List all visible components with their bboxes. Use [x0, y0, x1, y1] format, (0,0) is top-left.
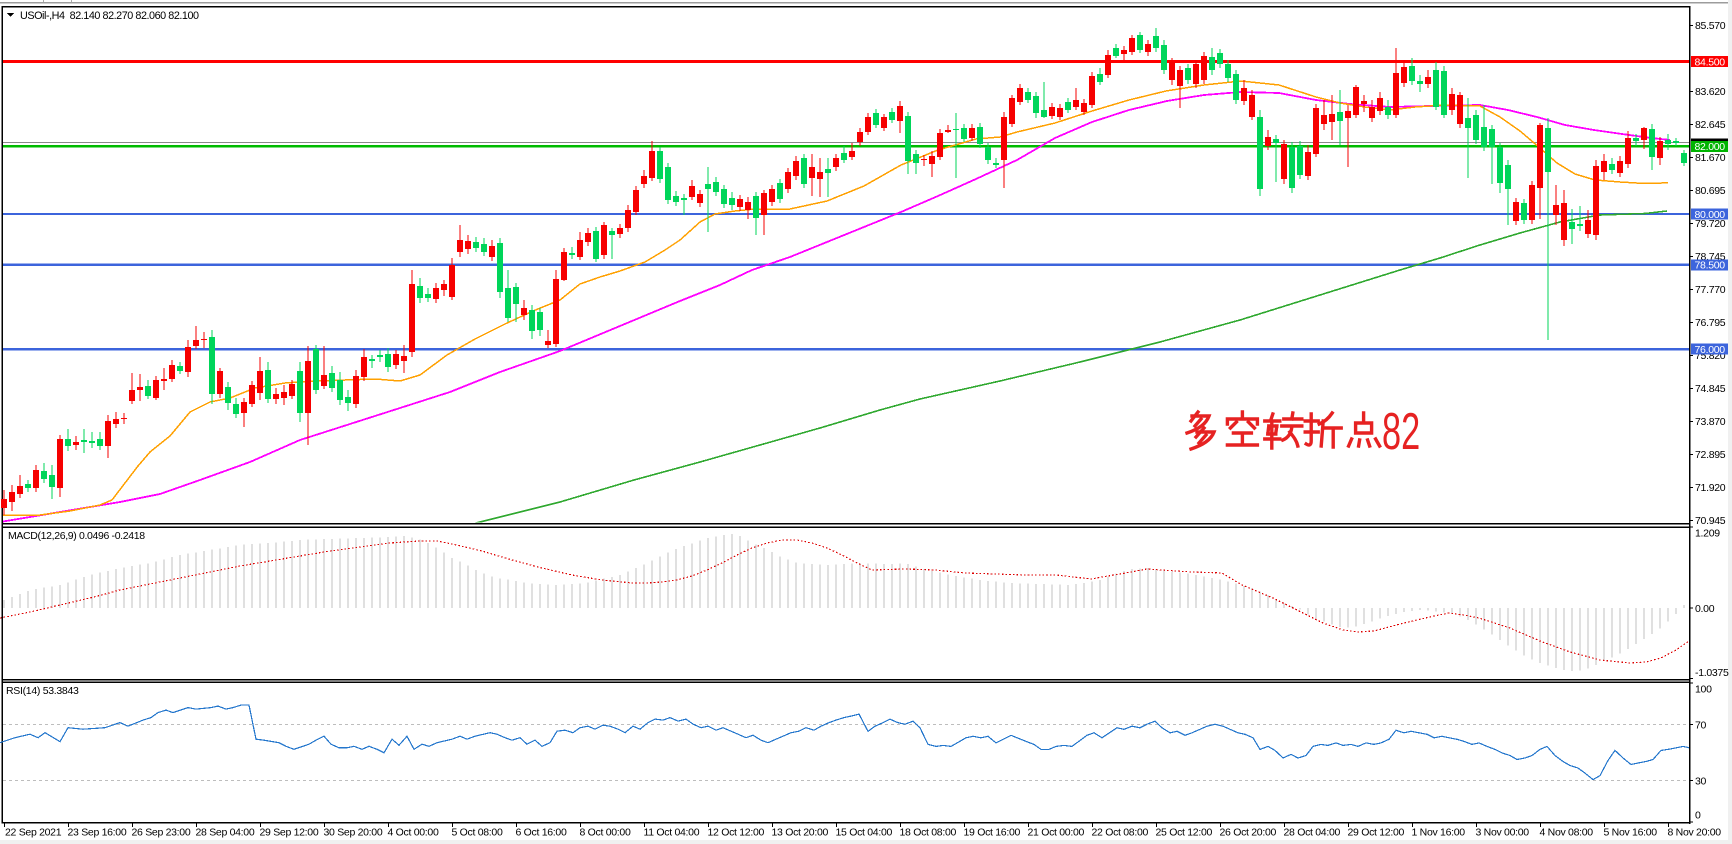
svg-text:26 Sep 23:00: 26 Sep 23:00	[132, 827, 191, 839]
svg-text:30: 30	[1695, 775, 1707, 787]
svg-text:29 Sep 12:00: 29 Sep 12:00	[260, 827, 319, 839]
svg-text:5 Oct 08:00: 5 Oct 08:00	[452, 827, 503, 839]
svg-text:84.500: 84.500	[1695, 56, 1726, 68]
svg-text:28 Sep 04:00: 28 Sep 04:00	[196, 827, 255, 839]
svg-text:23 Sep 16:00: 23 Sep 16:00	[68, 827, 127, 839]
svg-text:0.00: 0.00	[1695, 603, 1715, 615]
svg-text:73.870: 73.870	[1695, 416, 1726, 428]
svg-text:8 Oct 00:00: 8 Oct 00:00	[580, 827, 631, 839]
svg-text:83.620: 83.620	[1695, 86, 1726, 98]
svg-text:13 Oct 20:00: 13 Oct 20:00	[772, 827, 829, 839]
svg-text:3 Nov 00:00: 3 Nov 00:00	[1476, 827, 1530, 839]
svg-text:70: 70	[1695, 720, 1707, 732]
svg-text:5 Nov 16:00: 5 Nov 16:00	[1604, 827, 1658, 839]
svg-text:USOil-,H4 82.140 82.270 82.06: USOil-,H4 82.140 82.270 82.060 82.100	[20, 10, 199, 22]
svg-text:100: 100	[1695, 684, 1712, 696]
svg-text:74.845: 74.845	[1695, 383, 1726, 395]
svg-text:15 Oct 04:00: 15 Oct 04:00	[836, 827, 893, 839]
svg-text:6 Oct 16:00: 6 Oct 16:00	[516, 827, 567, 839]
svg-text:-1.0375: -1.0375	[1695, 667, 1729, 679]
svg-text:1.209: 1.209	[1695, 527, 1720, 539]
svg-text:26 Oct 20:00: 26 Oct 20:00	[1220, 827, 1277, 839]
svg-text:77.770: 77.770	[1695, 284, 1726, 296]
svg-text:71.920: 71.920	[1695, 482, 1726, 494]
svg-text:4 Oct 00:00: 4 Oct 00:00	[388, 827, 439, 839]
svg-text:30 Sep 20:00: 30 Sep 20:00	[324, 827, 383, 839]
svg-text:19 Oct 16:00: 19 Oct 16:00	[964, 827, 1021, 839]
svg-text:28 Oct 04:00: 28 Oct 04:00	[1284, 827, 1341, 839]
svg-text:70.945: 70.945	[1695, 515, 1726, 527]
svg-text:72.895: 72.895	[1695, 449, 1726, 461]
svg-text:4 Nov 08:00: 4 Nov 08:00	[1540, 827, 1594, 839]
svg-text:8 Nov 20:00: 8 Nov 20:00	[1668, 827, 1722, 839]
svg-text:80.000: 80.000	[1695, 209, 1726, 221]
svg-text:85.570: 85.570	[1695, 20, 1726, 32]
svg-text:22 Oct 08:00: 22 Oct 08:00	[1092, 827, 1149, 839]
svg-text:80.695: 80.695	[1695, 185, 1726, 197]
svg-text:MACD(12,26,9) 0.0496 -0.2418: MACD(12,26,9) 0.0496 -0.2418	[8, 530, 145, 542]
svg-text:1 Nov 16:00: 1 Nov 16:00	[1412, 827, 1466, 839]
svg-text:82.000: 82.000	[1695, 141, 1726, 153]
svg-text:21 Oct 00:00: 21 Oct 00:00	[1028, 827, 1085, 839]
svg-text:RSI(14) 53.3843: RSI(14) 53.3843	[6, 685, 79, 697]
svg-text:22 Sep 2021: 22 Sep 2021	[5, 827, 62, 839]
svg-text:12 Oct 12:00: 12 Oct 12:00	[708, 827, 765, 839]
svg-text:81.670: 81.670	[1695, 152, 1726, 164]
svg-text:18 Oct 08:00: 18 Oct 08:00	[900, 827, 957, 839]
svg-text:76.000: 76.000	[1695, 344, 1726, 356]
svg-text:82.645: 82.645	[1695, 119, 1726, 131]
svg-text:25 Oct 12:00: 25 Oct 12:00	[1156, 827, 1213, 839]
svg-text:29 Oct 12:00: 29 Oct 12:00	[1348, 827, 1405, 839]
svg-text:79.720: 79.720	[1695, 218, 1726, 230]
svg-text:78.500: 78.500	[1695, 260, 1726, 272]
svg-text:76.795: 76.795	[1695, 317, 1726, 329]
svg-text:0: 0	[1695, 810, 1701, 822]
svg-text:11 Oct 04:00: 11 Oct 04:00	[644, 827, 700, 839]
svg-text:82: 82	[1382, 403, 1420, 461]
